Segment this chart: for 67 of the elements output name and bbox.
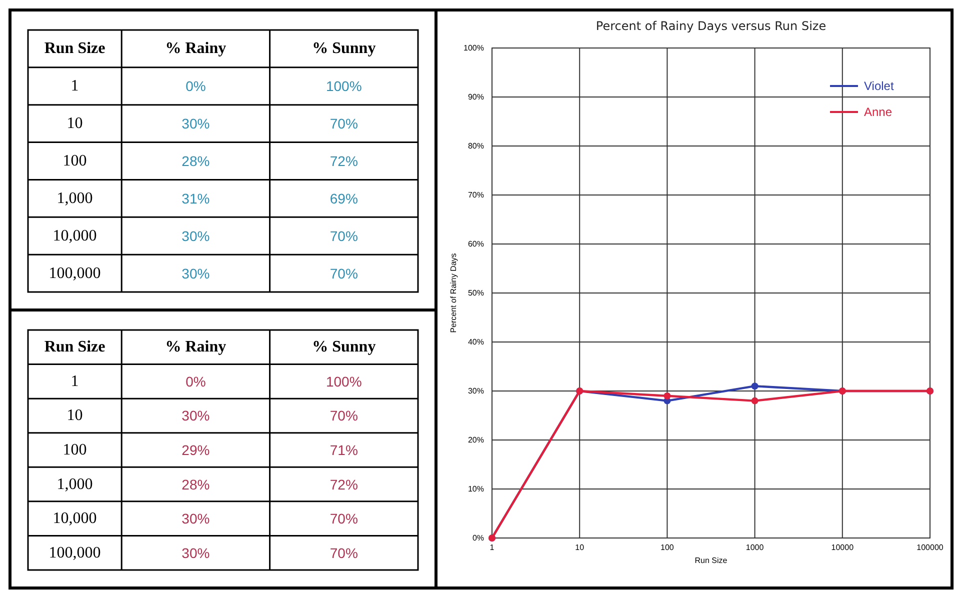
y-tick-label: 30% [468,386,484,396]
text: 30% [182,544,210,561]
y-tick-label: 0% [472,534,484,542]
y-tick-label: 10% [468,484,484,494]
y-tick-label: 90% [468,92,484,102]
text: 70% [330,116,358,132]
text: 1 [70,78,79,95]
y-tick-label: 40% [468,338,484,346]
y-tick-label: 50% [468,288,484,298]
text: 70% [330,408,358,424]
text: 31% [182,190,210,206]
y-tick-label: 20% [468,436,484,444]
y-axis-title: Percent of Rainy Days [449,253,458,333]
point [751,382,758,390]
chart-title: Percent of Rainy Days versus Run Size [596,19,826,33]
text: 28% [182,476,210,492]
x-axis-title: Run Size [694,556,728,565]
point [751,397,758,404]
text: 1 [70,372,79,390]
category-label: % Sunny [312,338,376,356]
text: 70% [330,265,358,282]
text: 100% [326,373,362,390]
text: 30% [182,116,210,132]
category-label: Run Size [44,40,106,58]
legend-label: Anne [864,105,892,119]
text: 10,000 [52,227,97,244]
text: 29% [182,442,210,458]
text: 10 [66,115,83,132]
text: 100,000 [48,264,101,282]
text: 100% [326,78,362,94]
y-tick-label: 100% [464,44,484,52]
y-tick-label: 60% [468,240,484,248]
category-label: Run Size [44,338,106,356]
x-tick-label: 1000 [746,543,764,552]
text: 69% [330,190,358,206]
legend-label: Violet [864,79,894,93]
text: 28% [182,153,210,169]
x-tick-label: 10000 [831,543,854,552]
x-tick-label: 100000 [916,543,944,552]
text: 70% [330,510,358,527]
y-tick-label: 80% [468,142,484,150]
category-label: % Rainy [165,338,226,356]
text: 30% [182,228,210,244]
text: 72% [330,153,358,169]
text: 72% [330,476,358,492]
point [664,392,671,400]
text: 100,000 [48,544,101,562]
text: 1,000 [56,190,93,207]
text: 100 [62,152,87,170]
text: 10,000 [52,510,97,528]
text: 71% [330,442,358,458]
text: 30% [182,265,210,282]
text: 30% [182,510,210,527]
text: 0% [186,373,206,390]
x-tick-label: 10 [575,543,585,552]
text: 100 [62,442,87,458]
text: 10 [66,407,83,424]
y-tick-label: 70% [468,190,484,200]
text: 0% [186,78,206,94]
category-label: % Sunny [312,40,376,58]
text: 1,000 [56,476,93,493]
text: 70% [330,228,358,244]
text: 70% [330,544,358,561]
x-tick-label: 100 [660,543,674,552]
text: 30% [182,408,210,424]
x-tick-label: 1 [490,543,495,552]
category-label: % Rainy [165,40,226,58]
